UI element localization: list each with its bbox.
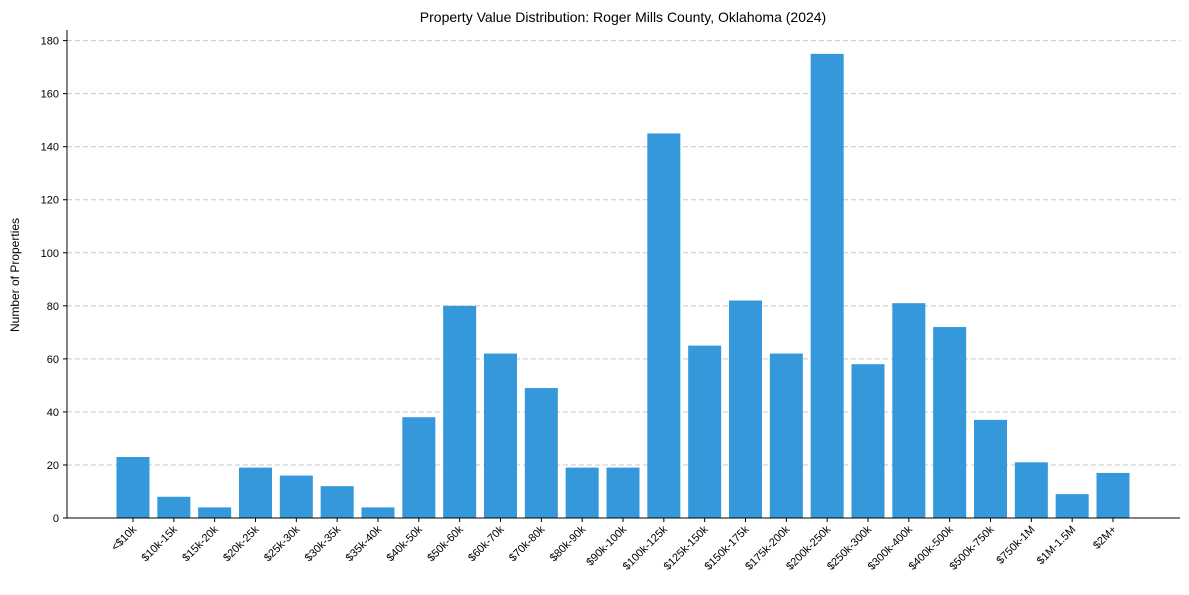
bar <box>565 467 599 518</box>
x-tick-label: $80k-90k <box>548 523 589 564</box>
x-tick-label: $750k-1M <box>994 524 1037 567</box>
x-tick-label: $25k-30k <box>262 523 303 564</box>
y-tick-label: 100 <box>41 248 59 260</box>
x-tick-label: $15k-20k <box>180 523 221 564</box>
bar <box>892 303 926 518</box>
bar <box>239 467 272 518</box>
y-tick-label: 40 <box>47 407 59 419</box>
x-tick-label: $35k-40k <box>344 523 385 564</box>
x-tick-label: $70k-80k <box>507 523 548 564</box>
x-axis-ticks: <$10k $10k-15k $15k-20k $20k-25k $25k-30k $30… <box>109 518 1119 573</box>
bar <box>851 364 885 518</box>
x-tick-label: $10k-15k <box>139 523 180 564</box>
y-tick-label: 60 <box>47 354 59 366</box>
bar <box>524 388 558 518</box>
bar <box>361 507 395 518</box>
x-tick-label: $1M-1.5M <box>1035 524 1079 568</box>
bar <box>402 417 436 518</box>
bar <box>279 475 313 518</box>
bar <box>443 305 477 518</box>
y-tick-label: 80 <box>47 301 59 313</box>
y-tick-label: 140 <box>41 142 59 154</box>
x-tick-label: $30k-35k <box>303 523 344 564</box>
y-tick-label: 160 <box>41 89 59 101</box>
bar <box>729 300 762 518</box>
x-tick-label: $500k-750k <box>947 523 996 572</box>
bar <box>1096 472 1130 518</box>
bar <box>157 496 191 518</box>
y-tick-label: 0 <box>53 513 59 525</box>
bar <box>320 486 354 518</box>
y-axis-label: Number of Properties <box>8 218 22 332</box>
bar <box>484 353 517 518</box>
y-tick-label: 180 <box>41 36 59 48</box>
x-tick-label: $40k-50k <box>384 523 425 564</box>
chart-title: Property Value Distribution: Roger Mills… <box>420 9 826 25</box>
x-tick-label: $20k-25k <box>221 523 262 564</box>
y-tick-label: 20 <box>47 460 59 472</box>
bar <box>810 53 844 518</box>
bar <box>933 327 967 518</box>
bar <box>1014 462 1048 518</box>
bar <box>769 353 803 518</box>
bars <box>116 53 1130 518</box>
bar <box>198 507 232 518</box>
axes <box>66 30 1180 519</box>
x-tick-label: $50k-60k <box>425 523 466 564</box>
bar <box>647 133 681 518</box>
y-tick-label: 120 <box>41 195 59 207</box>
bar <box>688 345 722 518</box>
x-tick-label: $2M+ <box>1091 524 1119 552</box>
x-tick-label: <$10k <box>109 523 139 553</box>
gridlines <box>67 40 1180 466</box>
x-tick-label: $60k-70k <box>466 523 507 564</box>
bar <box>606 467 640 518</box>
bar <box>974 419 1007 518</box>
y-axis-ticks: 0 20 40 60 80 100 120 140 160 180 <box>41 36 67 525</box>
bar <box>116 457 150 518</box>
bar <box>1055 494 1089 518</box>
